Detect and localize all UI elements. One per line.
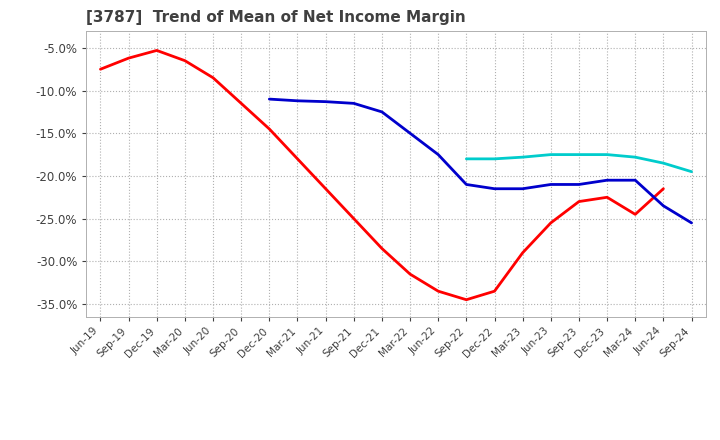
3 Years bbox=[96, 66, 105, 72]
3 Years bbox=[237, 101, 246, 106]
Text: [3787]  Trend of Mean of Net Income Margin: [3787] Trend of Mean of Net Income Margi… bbox=[86, 11, 466, 26]
5 Years bbox=[349, 101, 358, 106]
7 Years bbox=[659, 161, 667, 166]
3 Years bbox=[181, 58, 189, 63]
3 Years bbox=[125, 55, 133, 61]
7 Years bbox=[462, 156, 471, 161]
3 Years bbox=[293, 156, 302, 161]
3 Years bbox=[659, 186, 667, 191]
5 Years bbox=[659, 203, 667, 209]
5 Years bbox=[406, 131, 415, 136]
7 Years bbox=[575, 152, 583, 157]
3 Years bbox=[406, 271, 415, 277]
7 Years bbox=[687, 169, 696, 174]
3 Years bbox=[603, 194, 611, 200]
Line: 7 Years: 7 Years bbox=[467, 154, 691, 172]
7 Years bbox=[631, 154, 639, 160]
3 Years bbox=[575, 199, 583, 204]
3 Years bbox=[349, 216, 358, 221]
5 Years bbox=[603, 178, 611, 183]
3 Years bbox=[377, 246, 386, 251]
Line: 5 Years: 5 Years bbox=[269, 99, 691, 223]
3 Years bbox=[546, 220, 555, 226]
7 Years bbox=[490, 156, 499, 161]
5 Years bbox=[631, 178, 639, 183]
3 Years bbox=[462, 297, 471, 302]
Line: 3 Years: 3 Years bbox=[101, 51, 663, 300]
3 Years bbox=[518, 250, 527, 255]
5 Years bbox=[293, 98, 302, 103]
5 Years bbox=[687, 220, 696, 226]
5 Years bbox=[575, 182, 583, 187]
3 Years bbox=[209, 75, 217, 81]
Legend: 3 Years, 5 Years, 7 Years, 10 Years: 3 Years, 5 Years, 7 Years, 10 Years bbox=[207, 436, 585, 440]
5 Years bbox=[321, 99, 330, 104]
3 Years bbox=[490, 289, 499, 294]
7 Years bbox=[603, 152, 611, 157]
7 Years bbox=[518, 154, 527, 160]
3 Years bbox=[321, 186, 330, 191]
5 Years bbox=[546, 182, 555, 187]
3 Years bbox=[434, 289, 443, 294]
5 Years bbox=[265, 96, 274, 102]
5 Years bbox=[462, 182, 471, 187]
3 Years bbox=[265, 126, 274, 132]
5 Years bbox=[377, 109, 386, 114]
5 Years bbox=[518, 186, 527, 191]
7 Years bbox=[546, 152, 555, 157]
3 Years bbox=[153, 48, 161, 53]
5 Years bbox=[490, 186, 499, 191]
5 Years bbox=[434, 152, 443, 157]
3 Years bbox=[631, 212, 639, 217]
